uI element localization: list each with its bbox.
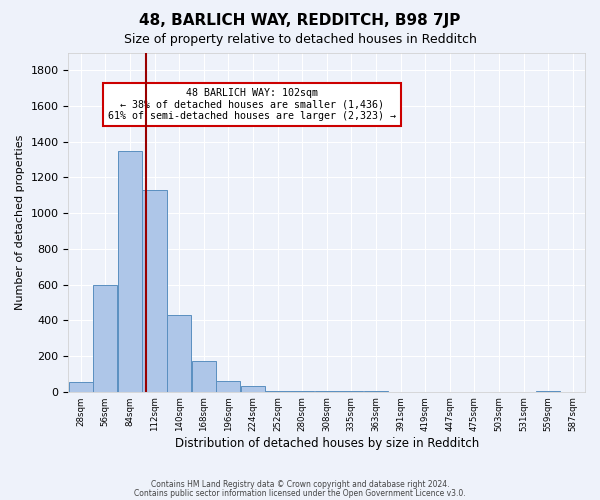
- Bar: [68, 382, 93, 392]
- X-axis label: Distribution of detached houses by size in Redditch: Distribution of detached houses by size …: [175, 437, 479, 450]
- Text: 48 BARLICH WAY: 102sqm
← 38% of detached houses are smaller (1,436)
61% of semi-: 48 BARLICH WAY: 102sqm ← 38% of detached…: [108, 88, 396, 122]
- Bar: [265, 391, 290, 392]
- Bar: [364, 391, 388, 392]
- Bar: [339, 391, 364, 392]
- Text: 48, BARLICH WAY, REDDITCH, B98 7JP: 48, BARLICH WAY, REDDITCH, B98 7JP: [139, 12, 461, 28]
- Bar: [142, 190, 167, 392]
- Bar: [241, 386, 265, 392]
- Y-axis label: Number of detached properties: Number of detached properties: [15, 134, 25, 310]
- Text: Contains HM Land Registry data © Crown copyright and database right 2024.: Contains HM Land Registry data © Crown c…: [151, 480, 449, 489]
- Bar: [536, 391, 560, 392]
- Bar: [167, 315, 191, 392]
- Bar: [314, 391, 339, 392]
- Bar: [216, 381, 241, 392]
- Bar: [191, 362, 216, 392]
- Bar: [118, 150, 142, 392]
- Text: Size of property relative to detached houses in Redditch: Size of property relative to detached ho…: [124, 32, 476, 46]
- Text: Contains public sector information licensed under the Open Government Licence v3: Contains public sector information licen…: [134, 488, 466, 498]
- Bar: [93, 285, 118, 392]
- Bar: [290, 391, 314, 392]
